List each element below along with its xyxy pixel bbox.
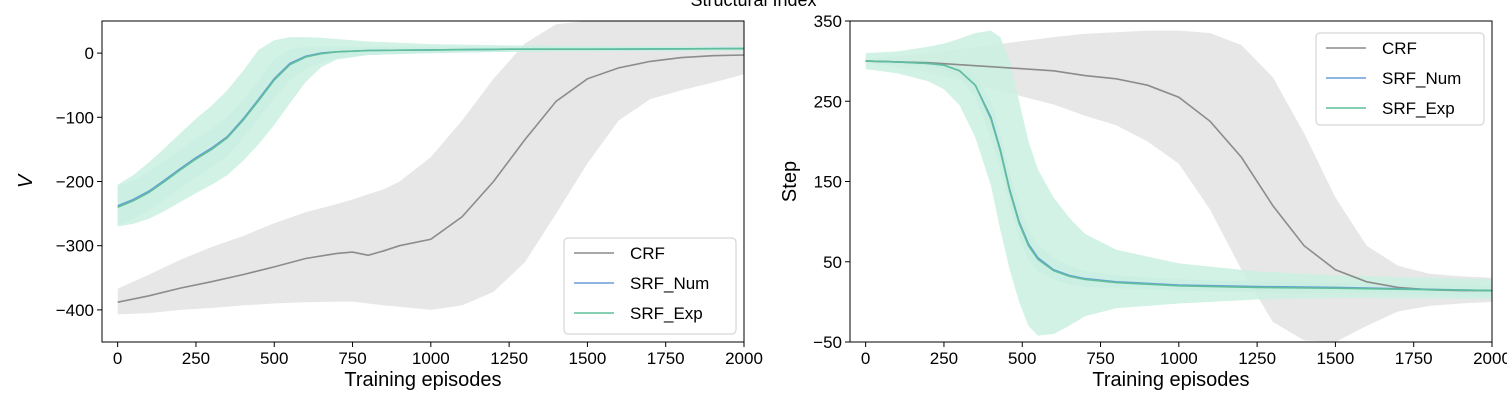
x-tick-label: 0 [861, 349, 870, 368]
y-tick-label: −400 [56, 301, 94, 320]
legend-label-srf-exp: SRF_Exp [1382, 99, 1455, 118]
x-tick-label: 500 [1008, 349, 1036, 368]
legend-label-crf: CRF [1382, 39, 1417, 58]
y-tick-label: −300 [56, 237, 94, 256]
x-tick-label: 1000 [1160, 349, 1198, 368]
x-tick-label: 1250 [490, 349, 528, 368]
x-tick-label: 500 [260, 349, 288, 368]
y-tick-label: 50 [823, 253, 842, 272]
x-tick-label: 250 [930, 349, 958, 368]
x-tick-label: 1750 [1395, 349, 1433, 368]
y-tick-label: −200 [56, 173, 94, 192]
y-tick-label: 0 [85, 44, 94, 63]
series-line-srf-exp [865, 60, 1492, 292]
figure-title: Structural Index [690, 0, 817, 10]
chart-2: 0 250 500 750 1000 1250 1500 1750 2000 −50 50 150 25… [779, 12, 1507, 391]
x-tick-label: 1500 [569, 349, 607, 368]
band-srf-exp [117, 37, 744, 227]
y-tick-label: −100 [56, 108, 94, 127]
y-axis-label: Step [779, 161, 801, 202]
band-srf-exp [865, 30, 1492, 336]
legend-label-srf-exp: SRF_Exp [630, 304, 703, 323]
y-axis-label: V [15, 173, 37, 188]
x-tick-label: 1250 [1238, 349, 1276, 368]
x-axis-label: Training episodes [344, 369, 501, 391]
legend: CRF SRF_Num SRF_Exp [1315, 32, 1485, 126]
plot-area [117, 21, 744, 315]
x-tick-label: 1500 [1317, 349, 1355, 368]
x-tick-label: 0 [113, 349, 122, 368]
band-crf [117, 21, 744, 315]
legend-box [1315, 32, 1485, 126]
y-tick-label: −50 [813, 333, 842, 352]
legend-label-srf-num: SRF_Num [1382, 69, 1461, 88]
plot-area [865, 30, 1492, 342]
x-tick-label: 2000 [725, 349, 763, 368]
y-tick-label: 350 [814, 12, 842, 31]
series-line-crf [117, 54, 744, 303]
x-tick-label: 750 [1086, 349, 1114, 368]
legend-box [563, 237, 737, 335]
x-tick-label: 750 [338, 349, 366, 368]
x-tick-label: 2000 [1473, 349, 1507, 368]
band-crf [865, 30, 1492, 342]
legend-label-srf-num: SRF_Num [630, 274, 709, 293]
series-line-crf [865, 60, 1492, 292]
y-tick-label: 250 [814, 92, 842, 111]
x-tick-label: 1000 [412, 349, 450, 368]
series-line-srf-exp [117, 47, 744, 208]
x-tick-label: 250 [182, 349, 210, 368]
x-tick-label: 1750 [647, 349, 685, 368]
x-axis-label: Training episodes [1092, 369, 1249, 391]
legend-label-crf: CRF [630, 244, 665, 263]
legend: CRF SRF_Num SRF_Exp [563, 237, 737, 335]
y-tick-label: 150 [814, 173, 842, 192]
chart-1: 0 250 500 750 1000 1250 1500 1750 2000 −400 −300 −2… [15, 20, 763, 391]
